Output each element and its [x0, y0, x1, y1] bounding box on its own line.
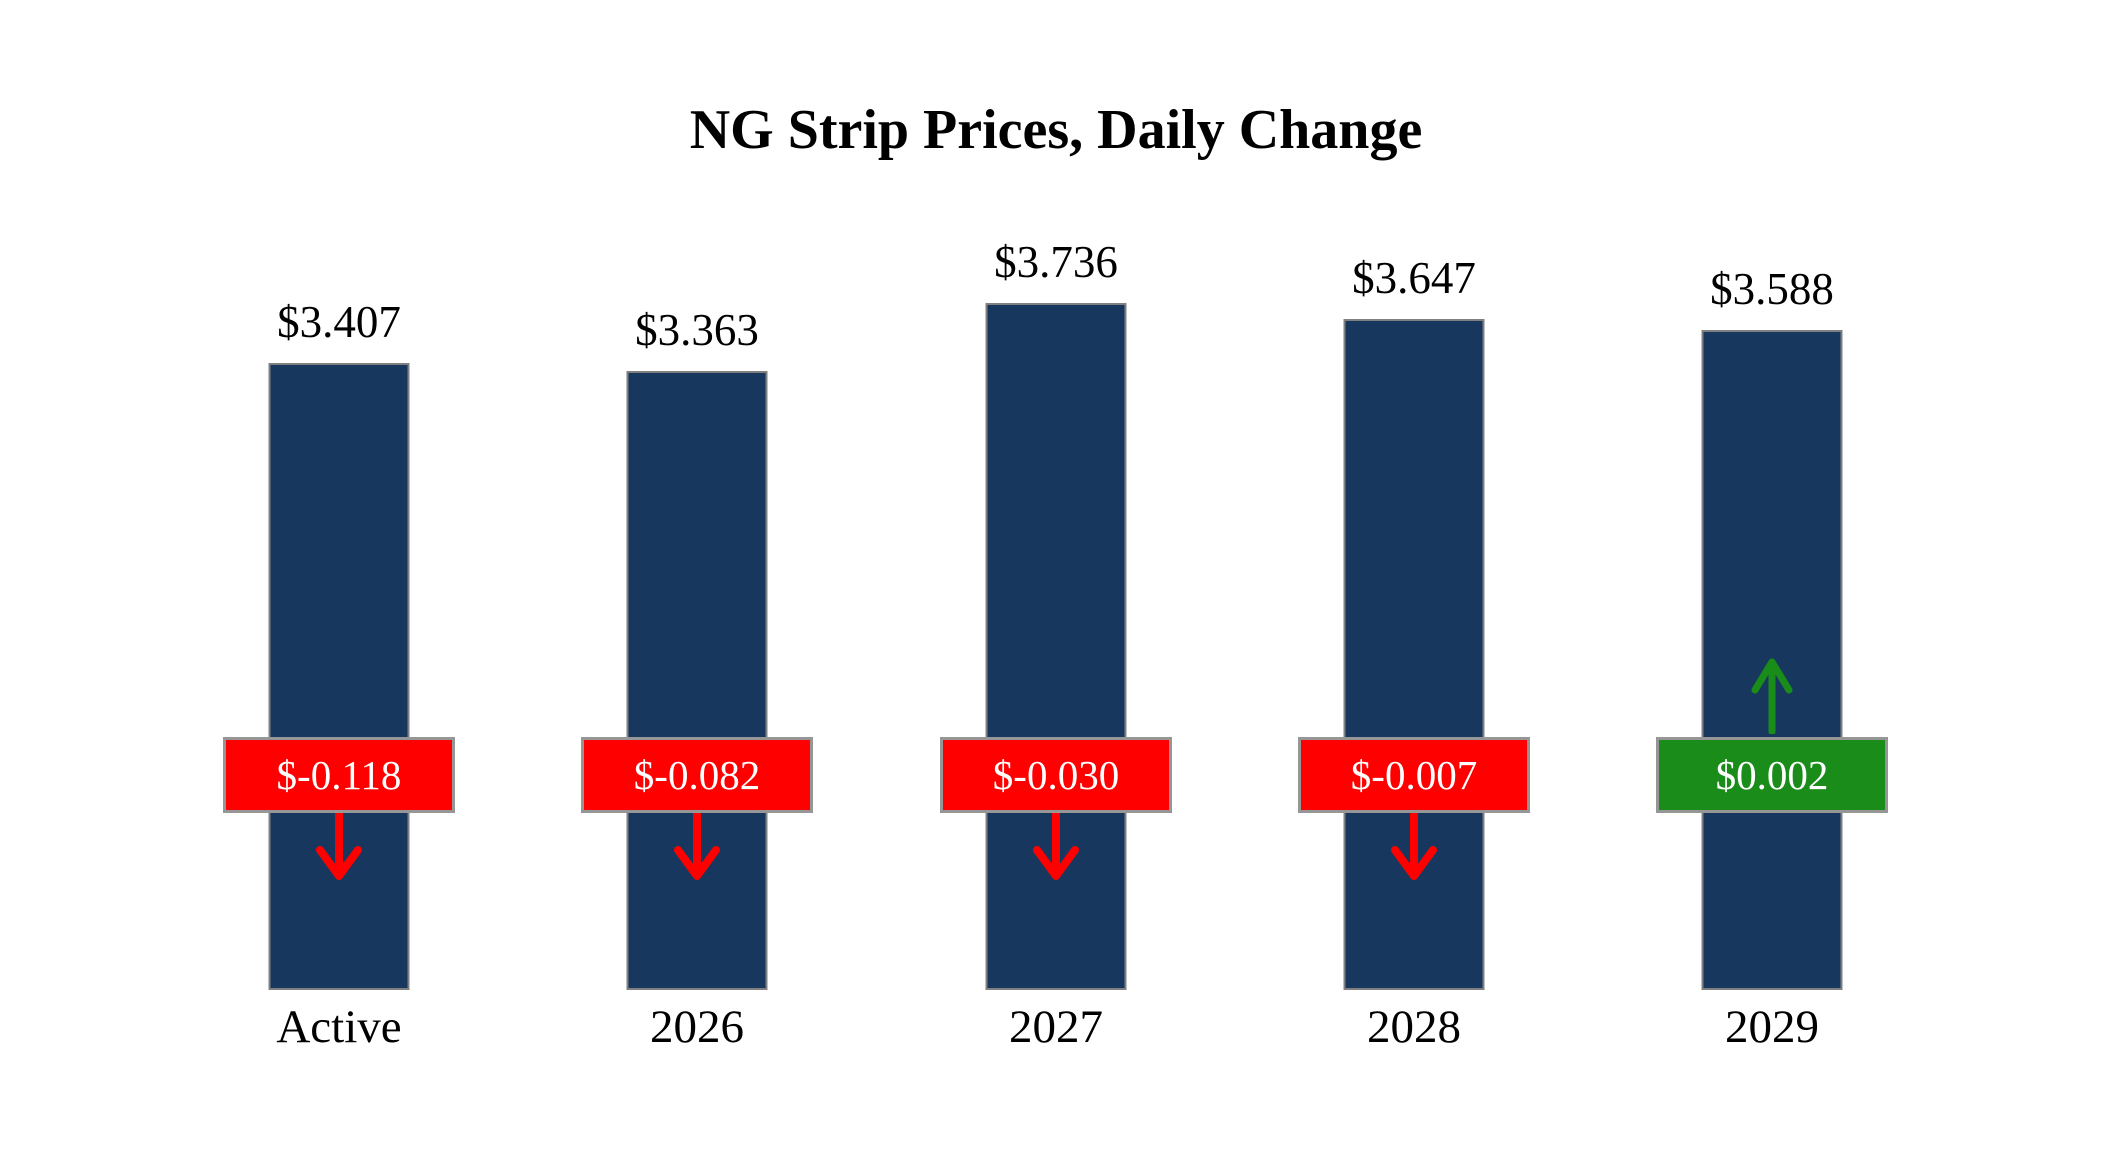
- bar: [626, 371, 768, 990]
- down-arrow-icon: [1028, 808, 1084, 887]
- change-badge: $-0.007: [1298, 737, 1530, 813]
- change-badge: $-0.118: [223, 737, 455, 813]
- up-arrow-icon: [1744, 658, 1800, 739]
- bar-column-2027: $3.736 $-0.030 2027: [877, 0, 1235, 1152]
- category-label: Active: [276, 1001, 402, 1053]
- bar-column-2029: $3.588 $0.002 2029: [1593, 0, 1951, 1152]
- chart-title: NG Strip Prices, Daily Change: [689, 99, 1423, 161]
- change-badge: $-0.082: [581, 737, 813, 813]
- bar: [1343, 319, 1485, 990]
- bar-column-active: $3.407 $-0.118 Active: [160, 0, 518, 1152]
- change-badge: $-0.030: [940, 737, 1172, 813]
- down-arrow-icon: [311, 808, 367, 887]
- category-label: 2027: [1009, 1001, 1103, 1053]
- category-label: 2029: [1725, 1001, 1819, 1053]
- category-label: 2028: [1367, 1001, 1461, 1053]
- change-badge: $0.002: [1656, 737, 1888, 813]
- bar-column-2028: $3.647 $-0.007 2028: [1235, 0, 1593, 1152]
- bar-value-label: $3.647: [1352, 252, 1476, 303]
- bar-value-label: $3.407: [277, 296, 401, 347]
- bar: [268, 363, 410, 990]
- bar-column-2026: $3.363 $-0.082 2026: [518, 0, 876, 1152]
- down-arrow-icon: [1386, 808, 1442, 887]
- bar-value-label: $3.363: [635, 304, 759, 355]
- bar-value-label: $3.736: [994, 236, 1118, 287]
- category-label: 2026: [650, 1001, 744, 1053]
- down-arrow-icon: [669, 808, 725, 887]
- bar-value-label: $3.588: [1710, 263, 1834, 314]
